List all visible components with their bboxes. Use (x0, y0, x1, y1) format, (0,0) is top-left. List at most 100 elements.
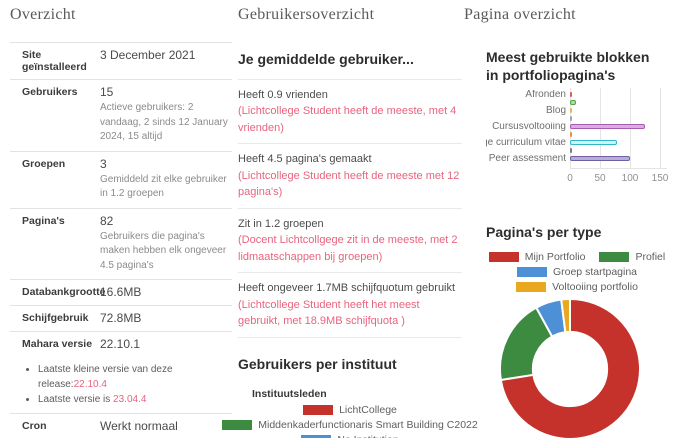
table-row: Gebruikers 15 Actieve gebruikers: 2 vandaa… (10, 79, 232, 151)
row-note: Actieve gebruikers: 2 vandaag, 2 sinds 1… (100, 102, 228, 142)
row-value-text: 15 (100, 85, 114, 99)
release-note-item: Laatste kleine versie van deze release:2… (38, 362, 232, 392)
legend-row: Middenkaderfunctionaris Smart Building C… (222, 419, 478, 431)
average-user-item: Zit in 1.2 groepen (Docent Lichtcollgege … (238, 207, 462, 273)
row-label: Schijfgebruik (22, 312, 89, 324)
row-value-text: 3 December 2021 (100, 48, 196, 62)
cron-status-row: Cron Werkt normaal (10, 413, 232, 438)
institution-members-label: Instituutsleden (252, 388, 327, 400)
stat-text: Heeft 0.9 vrienden (238, 88, 328, 101)
legend-item[interactable]: Profiel (599, 251, 665, 263)
release-version-link[interactable]: 23.04.4 (113, 394, 147, 405)
overview-section: Overzicht Site geïnstalleerd 3 December 2… (10, 6, 232, 438)
axis-tick-label: 150 (651, 173, 669, 184)
legend-label: No Institution (337, 434, 398, 438)
user-overview-section: Gebruikersoverzicht Je gemiddelde gebrui… (222, 6, 478, 438)
legend-swatch (488, 251, 519, 262)
row-value-text: 72.8MB (100, 311, 142, 325)
release-note-item: Laatste versie is 23.04.4 (38, 392, 232, 407)
average-user-item: Heeft 4.5 pagina's gemaakt (Lichtcollege … (238, 143, 462, 208)
legend-item[interactable]: LichtCollege (303, 404, 397, 416)
table-row: Groepen 3 Gemiddeld zit elke gebruiker in … (10, 150, 232, 208)
pages-type-donut-chart[interactable] (464, 295, 690, 438)
table-row: Cron Werkt normaal (10, 413, 232, 438)
legend-row: LichtCollege (303, 404, 397, 416)
legend-label: LichtCollege (339, 404, 397, 416)
overview-section-title: Overzicht (10, 6, 76, 23)
row-label: Databankgrootte (22, 286, 106, 298)
row-label: Mahara versie (22, 338, 93, 350)
legend-label: Voltooiing portfolio (552, 280, 638, 293)
row-label: Cron (22, 420, 47, 432)
axis-tick-label: 0 (567, 173, 573, 184)
stat-detail-link[interactable]: (Lichtcollege Student heeft de meeste me… (238, 169, 460, 199)
release-version-link[interactable]: 22.10.4 (73, 379, 107, 390)
donut-slice[interactable] (499, 297, 641, 438)
bar[interactable] (570, 108, 572, 113)
bar[interactable] (570, 116, 572, 121)
stat-text: Heeft 4.5 pagina's gemaakt (238, 153, 372, 165)
legend-swatch (222, 420, 253, 430)
release-note-text: Laatste kleine versie van deze release: (38, 364, 173, 390)
legend-item[interactable]: Voltooiing portfolio (516, 281, 638, 293)
user-overview-section-title: Gebruikersoverzicht (238, 6, 375, 23)
row-value-text: 22.10.1 (100, 337, 141, 351)
table-row: Pagina's 82 Gebruikers die pagina's maken … (10, 207, 232, 280)
bar-category-label: Afronden (525, 90, 566, 100)
bar[interactable] (570, 132, 572, 137)
release-notes-list: Laatste kleine versie van deze release:2… (10, 362, 232, 407)
row-value: 22.10.1 (100, 337, 232, 351)
bar-category-label: Blog (545, 106, 566, 116)
row-value-text: Werkt normaal (100, 419, 178, 433)
row-note: Gebruikers die pagina's maken hebben elk… (100, 230, 227, 271)
average-user-item: Heeft 0.9 vrienden (Lichtcollege Student … (238, 78, 462, 144)
blocks-bar-chart[interactable]: 0 50 100 150 Afronden Blog Cursusvoltooiing n v… (486, 88, 690, 186)
bar[interactable] (570, 148, 573, 153)
legend-item[interactable]: Groep startpagina (516, 265, 638, 278)
row-value: 3 December 2021 (100, 48, 232, 73)
legend-label: Middenkaderfunctionaris Smart Building C… (258, 419, 478, 431)
table-row: Site geïnstalleerd 3 December 2021 (10, 42, 232, 79)
row-value-text: 82 (100, 213, 114, 228)
row-label: Groepen (22, 157, 66, 170)
legend-swatch (303, 405, 334, 415)
donut-slice[interactable] (560, 297, 571, 333)
bar[interactable] (570, 156, 630, 161)
users-per-institution-heading: Gebruikers per instituut (238, 355, 397, 372)
table-row: Databankgrootte 16.6MB (10, 279, 232, 305)
pages-per-type-heading: Pagina's per type (486, 224, 602, 240)
institution-chart-legend: LichtCollege Middenkaderfunctionaris Smar… (222, 404, 478, 438)
legend-item[interactable]: No Institution (301, 434, 399, 438)
row-label: Site geïnstalleerd (22, 49, 87, 73)
stat-detail-link[interactable]: (Lichtcollege Student heeft de meeste, m… (238, 105, 457, 134)
average-user-list: Heeft 0.9 vrienden (Lichtcollege Student … (238, 78, 462, 338)
stat-detail-link[interactable]: (Lichtcollege Student heeft het meest ge… (238, 298, 420, 328)
bar[interactable] (570, 92, 572, 97)
axis-tick-label: 50 (594, 173, 606, 184)
stat-text: Zit in 1.2 groepen (238, 217, 324, 230)
legend-label: Groep startpagina (552, 265, 638, 278)
overview-stats-table: Site geïnstalleerd 3 December 2021 Gebruik… (10, 42, 232, 357)
legend-row: Voltooiing portfolio (516, 281, 638, 293)
legend-row: Groep startpagina (516, 265, 638, 278)
row-value: 3 Gemiddeld zit elke gebruiker in 1.2 gro… (100, 157, 232, 202)
legend-item[interactable]: Middenkaderfunctionaris Smart Building C… (222, 419, 478, 431)
legend-swatch (301, 435, 332, 438)
most-used-blocks-heading: Meest gebruikte blokken in portfoliopagi… (486, 49, 650, 83)
axis-tick-label: 100 (621, 173, 639, 184)
bar[interactable] (570, 100, 576, 105)
stat-detail-link[interactable]: (Docent Lichtcollgege zit in de meeste, … (238, 234, 458, 263)
row-value: 16.6MB (100, 285, 232, 299)
row-note: Gemiddeld zit elke gebruiker in 1.2 groe… (100, 173, 227, 200)
axis-baseline (570, 168, 667, 169)
gridline (660, 88, 661, 168)
legend-label: Mijn Portfolio (524, 250, 586, 263)
row-value: Werkt normaal (100, 419, 232, 433)
row-value: 72.8MB (100, 311, 232, 325)
bar[interactable] (570, 124, 645, 129)
legend-item[interactable]: Mijn Portfolio (488, 250, 586, 263)
bar[interactable] (570, 140, 617, 145)
row-value-text: 3 (100, 156, 107, 171)
legend-swatch (599, 251, 630, 262)
